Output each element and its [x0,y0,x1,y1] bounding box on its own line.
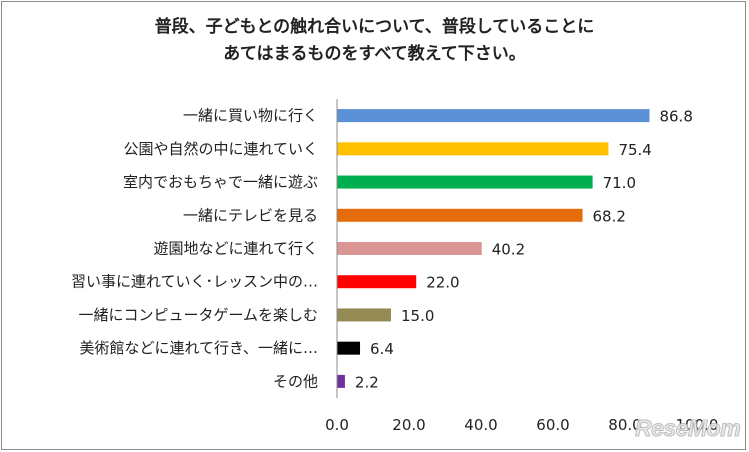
category-label: 一緒にテレビを見る [183,206,318,224]
category-label: その他 [273,372,318,390]
data-label: 71.0 [603,174,636,192]
chart-title-line-2: あてはまるものをすべて教えて下さい。 [223,44,526,64]
x-tick-label: 0.0 [325,416,349,434]
x-tick-label: 80.0 [608,416,641,434]
bar [337,341,361,355]
x-tick-label: 60.0 [536,416,569,434]
data-label: 2.2 [355,373,379,391]
data-label: 68.2 [593,207,626,225]
bar [337,109,650,123]
category-label: 一緒に買い物に行く [183,107,318,125]
category-label: 美術館などに連れて行き、一緒に… [79,339,318,357]
bar [337,208,583,222]
bar [337,275,417,289]
chart-title-line-1: 普段、子どもとの触れ合いについて、普段していることに [154,17,595,37]
data-label: 86.8 [659,108,692,126]
category-label: 一緒にコンピュータゲームを楽しむ [78,306,318,324]
x-tick-label: 40.0 [464,416,497,434]
category-label: 室内でおもちゃで一緒に遊ぶ [123,173,318,191]
bar [337,374,345,388]
data-label: 6.4 [370,340,394,358]
x-tick-label: 20.0 [392,416,425,434]
watermark-logo: ReseMom [634,415,741,442]
bar [337,308,391,322]
category-label: 習い事に連れていく･レッスン中の… [71,273,318,291]
chart-title: 普段、子どもとの触れ合いについて、普段していることに あてはまるものをすべて教え… [0,14,749,68]
data-label: 15.0 [401,307,434,325]
bar [337,242,482,255]
x-tick-label: 100.0 [676,416,719,434]
bar [337,142,609,156]
bar [337,175,593,189]
category-label: 公園や自然の中に連れていく [123,140,318,158]
category-label: 遊園地などに連れて行く [153,240,318,258]
data-label: 22.0 [426,274,459,292]
data-label: 40.2 [492,241,525,259]
data-label: 75.4 [618,141,651,159]
